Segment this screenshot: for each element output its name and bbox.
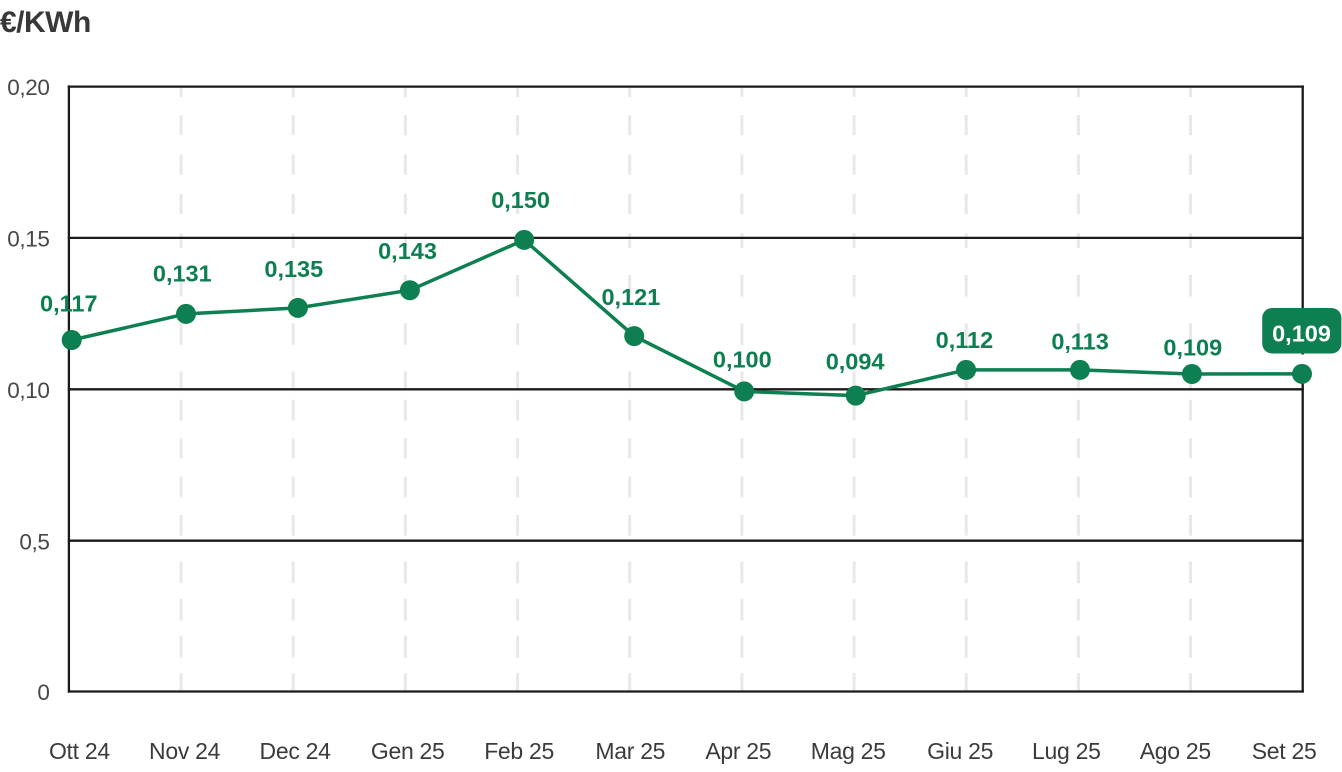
svg-text:0,150: 0,150 [491, 187, 550, 213]
svg-text:0,143: 0,143 [378, 238, 437, 264]
svg-text:0,117: 0,117 [40, 291, 98, 317]
svg-text:€/KWh: €/KWh [0, 6, 91, 39]
svg-text:0,15: 0,15 [7, 227, 49, 252]
svg-text:0,100: 0,100 [713, 347, 772, 373]
svg-text:0,121: 0,121 [601, 284, 660, 310]
svg-text:0,135: 0,135 [264, 256, 323, 282]
svg-text:Ago 25: Ago 25 [1140, 738, 1211, 764]
svg-text:0,113: 0,113 [1051, 328, 1109, 354]
svg-text:0,112: 0,112 [936, 327, 994, 353]
svg-text:Apr 25: Apr 25 [705, 738, 771, 764]
svg-text:Ott 24: Ott 24 [49, 738, 110, 764]
svg-text:Set 25: Set 25 [1252, 738, 1317, 764]
svg-text:Feb 25: Feb 25 [484, 738, 554, 764]
svg-text:Lug 25: Lug 25 [1032, 738, 1101, 764]
svg-text:Giu 25: Giu 25 [927, 738, 993, 764]
svg-text:0,131: 0,131 [153, 261, 212, 287]
svg-text:0,094: 0,094 [826, 349, 885, 375]
svg-text:0,5: 0,5 [19, 529, 49, 554]
svg-text:0,10: 0,10 [7, 378, 49, 403]
svg-text:0: 0 [37, 680, 49, 705]
svg-text:Mar 25: Mar 25 [595, 738, 665, 764]
svg-text:0,20: 0,20 [7, 75, 49, 100]
svg-text:Gen 25: Gen 25 [371, 738, 445, 764]
svg-text:Nov 24: Nov 24 [149, 738, 221, 764]
svg-text:Dec 24: Dec 24 [260, 738, 332, 764]
svg-text:0,109: 0,109 [1272, 320, 1331, 346]
svg-text:Mag 25: Mag 25 [811, 738, 886, 764]
svg-text:0,109: 0,109 [1163, 335, 1222, 361]
